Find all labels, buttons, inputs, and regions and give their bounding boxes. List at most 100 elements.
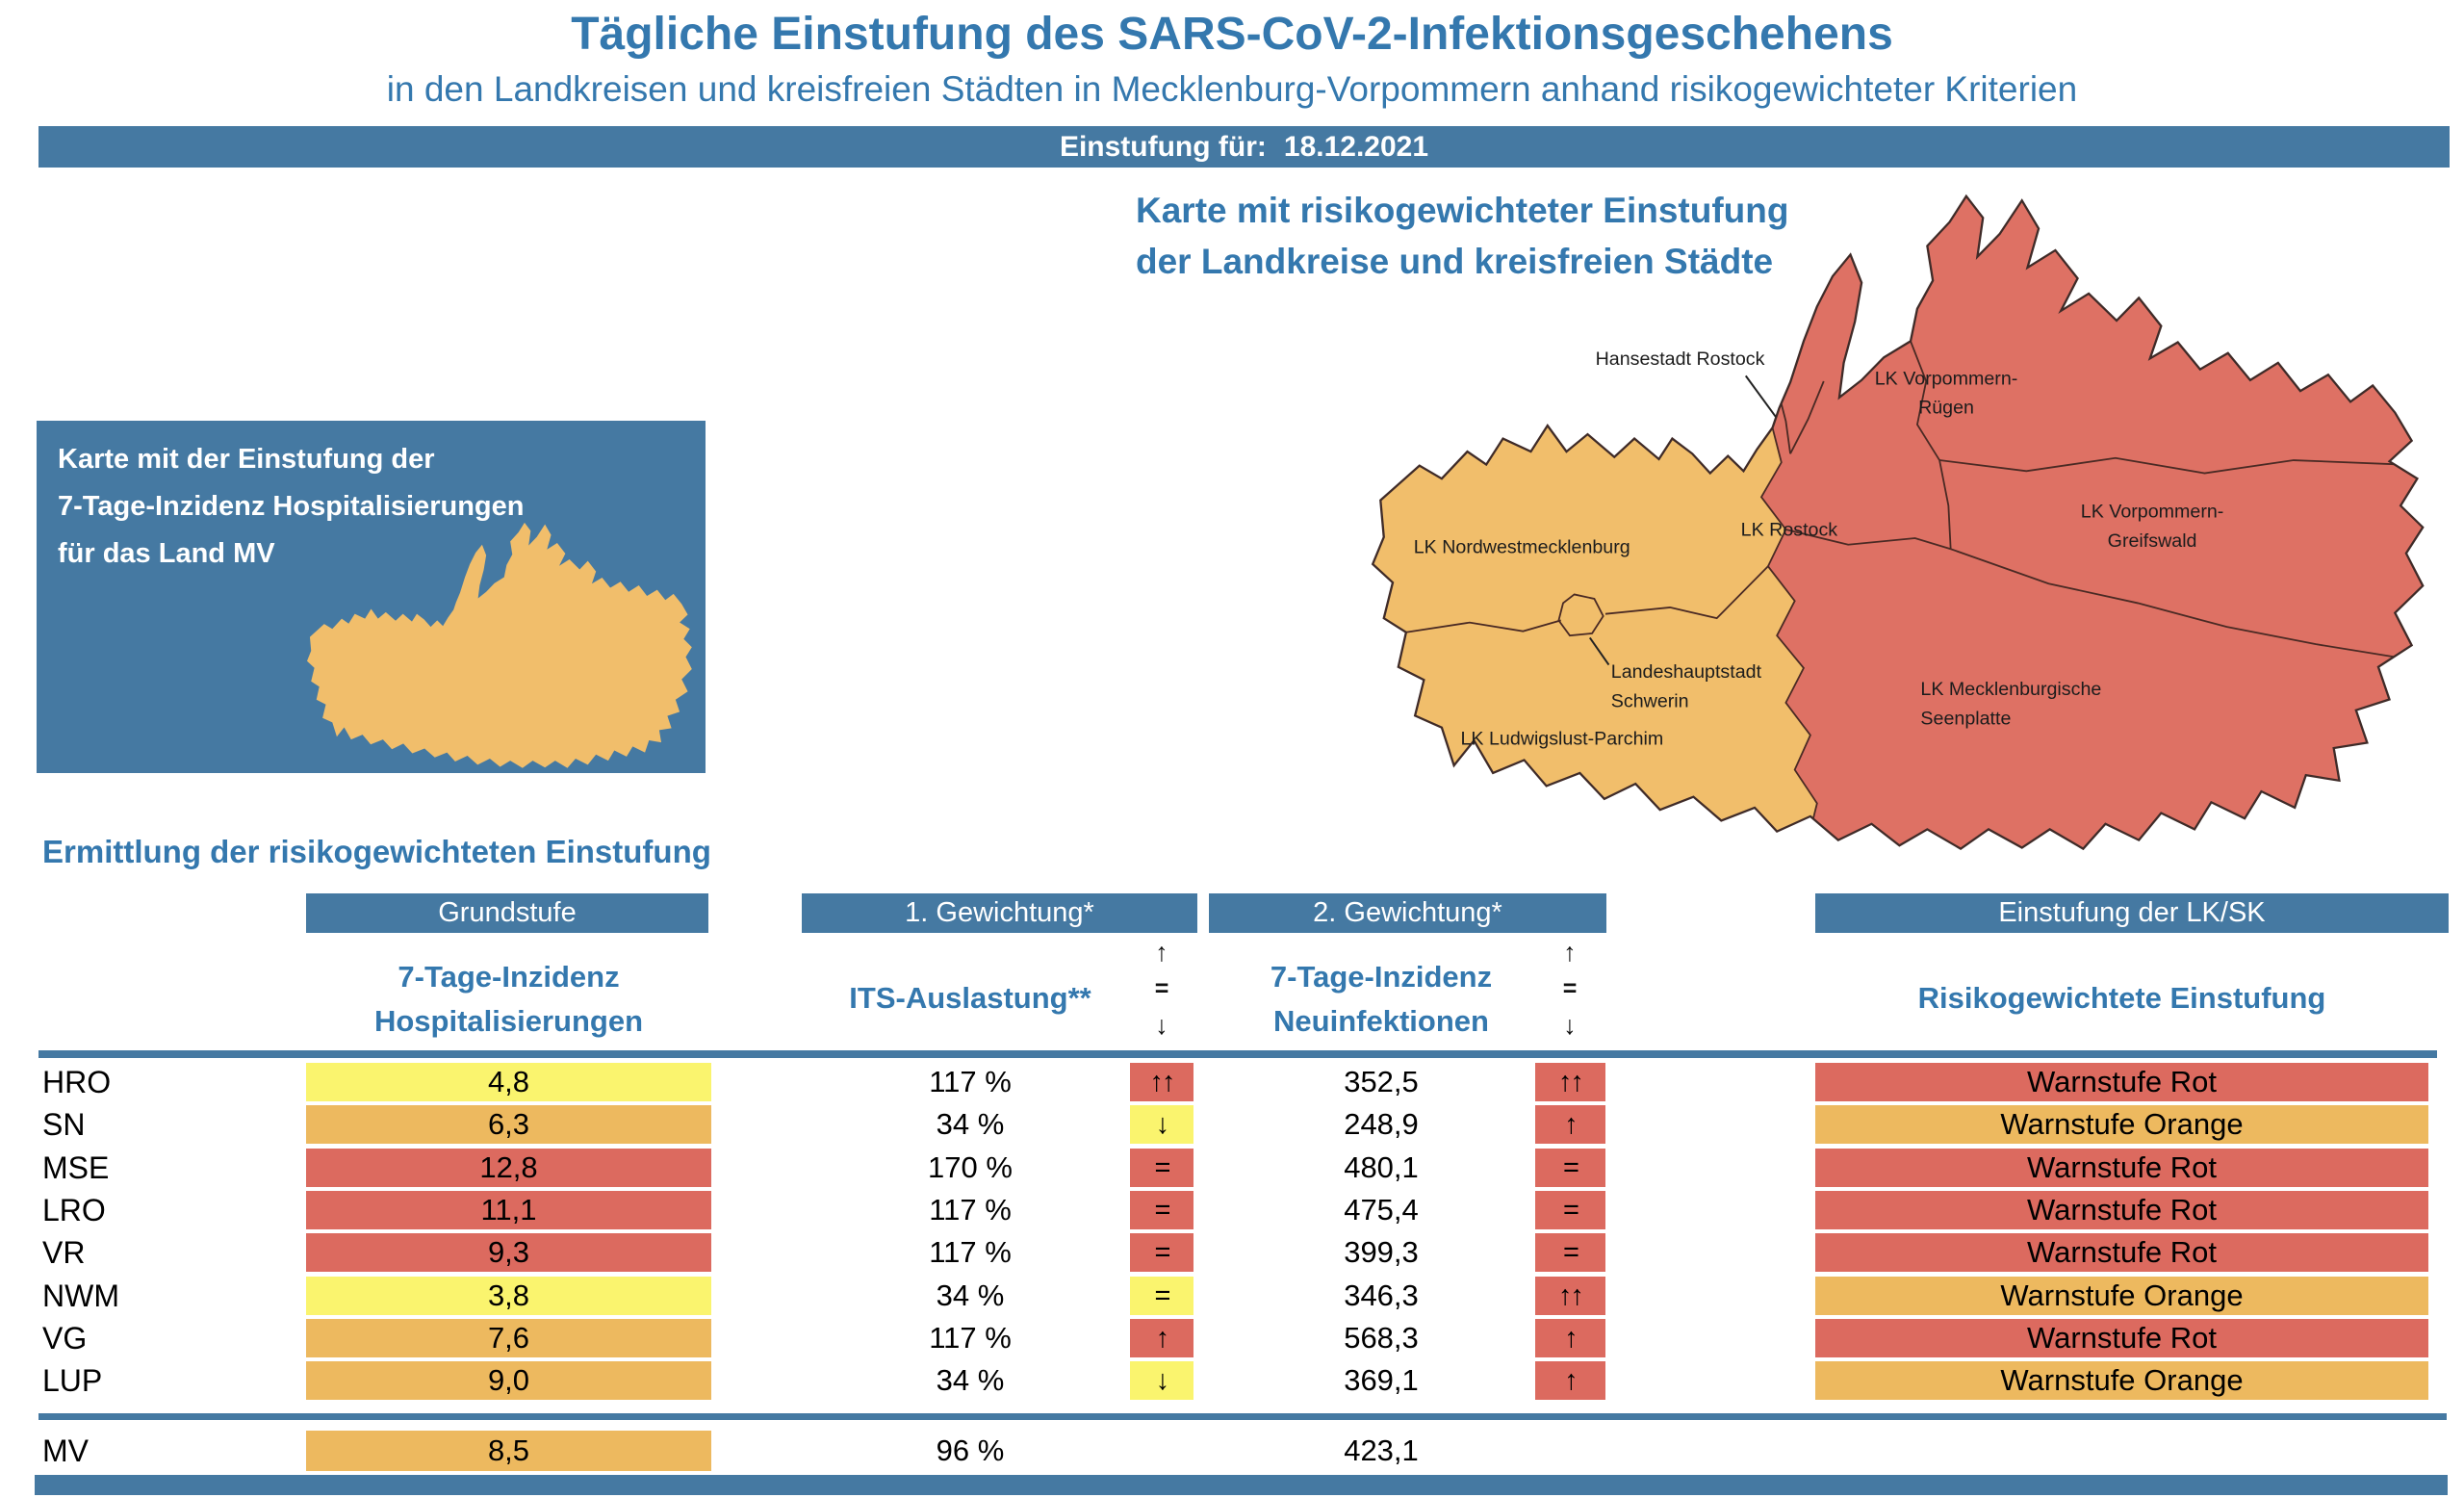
risk-classification-map: Hansestadt Rostock LK Vorpommern-Rügen LK …: [1372, 194, 2425, 850]
trend1-indicator: =: [1130, 1233, 1194, 1273]
down-arrow-icon: ↓: [1155, 1011, 1168, 1040]
subheader-hosp-line1: 7-Tage-Inzidenz: [398, 960, 620, 994]
icu-occupancy-value: 34 %: [936, 1363, 1005, 1398]
table-row-nwm: NWM 3,8 34 % = 346,3 ↑↑ Warnstufe Orange: [0, 1276, 2464, 1315]
summary-infections-value: 423,1: [1344, 1433, 1419, 1467]
icu-occupancy-value: 170 %: [928, 1149, 1013, 1184]
subheader-neu-line1: 7-Tage-Inzidenz: [1270, 960, 1493, 994]
trend2-indicator: =: [1535, 1148, 1605, 1187]
up-arrow-icon: ↑: [1155, 938, 1168, 967]
table-section-title: Ermittlung der risikogewichteten Einstuf…: [42, 834, 711, 869]
column-header-gewichtung1: 1. Gewichtung*: [802, 893, 1197, 933]
column-header-einstufung: Einstufung der LK/SK: [1815, 893, 2449, 933]
map-label-landeshauptstadt-schwerin: Landeshauptstadt Schwerin: [1611, 661, 1762, 711]
icu-occupancy-value: 34 %: [936, 1107, 1005, 1142]
district-code: MSE: [42, 1149, 110, 1185]
equals-icon: =: [1562, 975, 1578, 1002]
table-row-vg: VG 7,6 117 % ↑ 568,3 ↑ Warnstufe Rot: [0, 1318, 2464, 1357]
page-title: Tägliche Einstufung des SARS-CoV-2-Infek…: [571, 9, 1893, 60]
caption-line1: Karte mit der Einstufung der: [58, 444, 435, 475]
column-header-gewichtung2: 2. Gewichtung*: [1209, 893, 1606, 933]
hospitalization-value: 3,8: [306, 1276, 711, 1315]
border-rostock-seenplatte: [1785, 529, 1950, 549]
subheader-hosp-line2: Hospitalisierungen: [373, 1004, 644, 1038]
district-code: NWM: [42, 1278, 119, 1313]
infections-value: 346,3: [1344, 1278, 1419, 1312]
trend1-indicator: =: [1130, 1276, 1194, 1315]
district-fill-layer: [1373, 195, 2424, 849]
infections-value: 475,4: [1344, 1192, 1419, 1227]
icu-occupancy-value: 117 %: [929, 1192, 1012, 1227]
risk-rating-badge: Warnstufe Rot: [1815, 1318, 2428, 1357]
map-label-pointer-hansestadt-rostock: [1746, 375, 1776, 417]
risk-rating-badge: Warnstufe Rot: [1815, 1148, 2428, 1187]
icu-occupancy-value: 34 %: [936, 1278, 1005, 1312]
border-ruegen-greifswald: [1939, 458, 2402, 474]
equals-icon: =: [1154, 975, 1169, 1002]
map-label-lk-mecklenburgische-seenplatte: LK Mecklenburgische Seenplatte: [1920, 679, 2101, 729]
district-code: VG: [42, 1320, 88, 1356]
up-arrow-icon: ↑: [1563, 938, 1577, 967]
table-row-hro: HRO 4,8 117 % ↑↑ 352,5 ↑↑ Warnstufe Rot: [0, 1063, 2464, 1101]
caption-line2: 7-Tage-Inzidenz Hospitalisierungen: [58, 491, 525, 522]
border-schwerin-enclave: [1558, 594, 1603, 635]
trend-legend-1: ↑ = ↓: [1130, 934, 1194, 1044]
infections-value: 352,5: [1344, 1065, 1419, 1098]
risk-rating-badge: Warnstufe Rot: [1815, 1063, 2428, 1101]
subheader-hospitalization: 7-Tage-Inzidenz Hospitalisierungen: [306, 955, 711, 1044]
hospitalization-value: 6,3: [306, 1105, 711, 1145]
right-map-title-line1: Karte mit risikogewichteter Einstufung: [1136, 191, 1789, 230]
infections-value: 568,3: [1344, 1320, 1419, 1355]
map-label-pointer-landeshauptstadt-schwerin: [1590, 637, 1609, 664]
trend2-indicator: =: [1535, 1190, 1605, 1229]
right-map-title-line2: der Landkreise und kreisfreien Städte: [1136, 242, 1774, 281]
risk-rating-badge: Warnstufe Orange: [1815, 1105, 2428, 1145]
infections-value: 399,3: [1344, 1235, 1419, 1270]
border-west-east: [1761, 427, 1817, 830]
subheader-risk-rating: Risikogewichtete Einstufung: [1917, 981, 2326, 1015]
banner-date: 18.12.2021: [1283, 130, 1429, 163]
table-row-lup: LUP 9,0 34 % ↓ 369,1 ↑ Warnstufe Orange: [0, 1361, 2464, 1401]
trend-legend-2: ↑ = ↓: [1538, 934, 1602, 1044]
map-label-lk-nordwestmecklenburg: LK Nordwestmecklenburg: [1414, 537, 1630, 558]
risk-rating-badge: Warnstufe Rot: [1815, 1233, 2428, 1273]
hospitalization-value: 12,8: [306, 1148, 711, 1187]
hospitalization-value: 4,8: [306, 1063, 711, 1101]
down-arrow-icon: ↓: [1563, 1011, 1577, 1040]
district-code: VR: [42, 1235, 86, 1271]
bottom-bar: [35, 1475, 2448, 1495]
trend1-indicator: ↓: [1130, 1105, 1194, 1145]
table-row-vr: VR 9,3 117 % = 399,3 = Warnstufe Rot: [0, 1233, 2464, 1273]
icu-occupancy-value: 117 %: [929, 1065, 1012, 1098]
banner-label: Einstufung für:: [1059, 130, 1267, 163]
summary-icu-value: 96 %: [936, 1433, 1005, 1467]
district-code: SN: [42, 1107, 86, 1143]
trend2-indicator: ↑: [1535, 1105, 1605, 1145]
page-subtitle: in den Landkreisen und kreisfreien Städt…: [386, 69, 2078, 109]
border-hro-east: [1790, 381, 1824, 453]
summary-row-mv: MV 8,5 96 % 423,1: [0, 1431, 2464, 1471]
trend1-indicator: ↑: [1130, 1318, 1194, 1357]
risk-rating-badge: Warnstufe Rot: [1815, 1190, 2428, 1229]
divider-summary: [38, 1413, 2447, 1420]
border-rostock-ruegen: [1911, 341, 1939, 460]
infections-value: 369,1: [1344, 1363, 1419, 1398]
map-label-lk-vorpommern-greifswald: LK Vorpommern-Greifswald: [2081, 502, 2224, 552]
trend2-indicator: ↑↑: [1535, 1276, 1605, 1315]
right-map-title: Karte mit risikogewichteter Einstufung d…: [1136, 185, 1788, 287]
hospitalization-value: 11,1: [306, 1190, 711, 1229]
district-code: LRO: [42, 1192, 106, 1227]
column-header-grundstufe: Grundstufe: [306, 893, 708, 933]
divider-top: [38, 1050, 2437, 1058]
trend1-indicator: =: [1130, 1190, 1194, 1229]
infections-value: 480,1: [1344, 1149, 1419, 1184]
map-labels-layer: Hansestadt Rostock LK Vorpommern-Rügen LK …: [1414, 349, 2224, 749]
risk-rating-badge: Warnstufe Orange: [1815, 1361, 2428, 1401]
subheader-icu-occupancy: ITS-Auslastung**: [849, 981, 1091, 1015]
infections-value: 248,9: [1344, 1107, 1419, 1142]
table-row-sn: SN 6,3 34 % ↓ 248,9 ↑ Warnstufe Orange: [0, 1105, 2464, 1145]
classification-date-banner: Einstufung für: 18.12.2021: [38, 126, 2450, 168]
summary-hospitalization-value: 8,5: [306, 1431, 711, 1471]
risk-rating-badge: Warnstufe Orange: [1815, 1276, 2428, 1315]
